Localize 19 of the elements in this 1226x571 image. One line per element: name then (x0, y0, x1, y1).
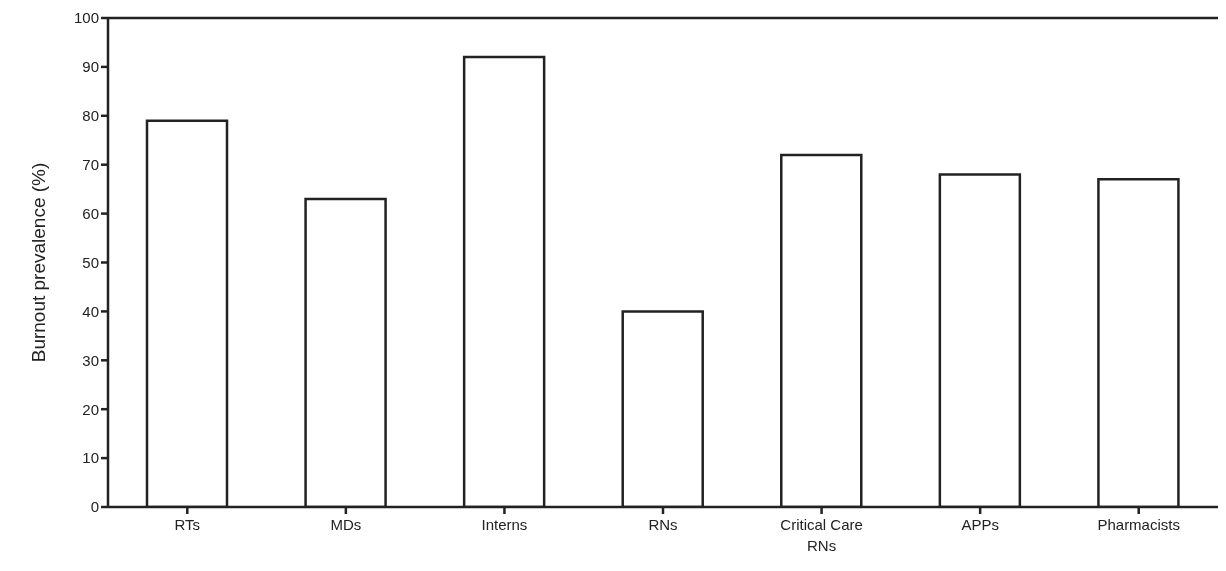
y-tick-label: 30 (82, 351, 99, 369)
y-tick-label: 90 (82, 58, 99, 76)
x-tick-label: RTs (174, 516, 201, 533)
x-tick-label: RNs (648, 516, 678, 533)
x-tick-label: Interns (481, 516, 528, 533)
y-tick-label: 70 (82, 156, 99, 174)
x-tick-label: Pharmacists (1097, 516, 1180, 533)
x-tick-label: Critical Care RNs (780, 516, 863, 554)
y-tick-label: 100 (73, 9, 99, 27)
y-tick-label: 50 (82, 253, 99, 271)
y-tick-label: 10 (82, 449, 99, 467)
x-tick-label: APPs (961, 516, 999, 533)
y-tick-label: 20 (82, 400, 99, 418)
y-tick-label: 0 (90, 498, 99, 516)
y-axis-title: Burnout prevalence (%) (27, 162, 49, 363)
x-tick-label: MDs (330, 516, 362, 533)
y-tick-label: 80 (82, 107, 99, 125)
y-tick-label: 60 (82, 204, 99, 222)
y-tick-label: 40 (82, 302, 99, 320)
